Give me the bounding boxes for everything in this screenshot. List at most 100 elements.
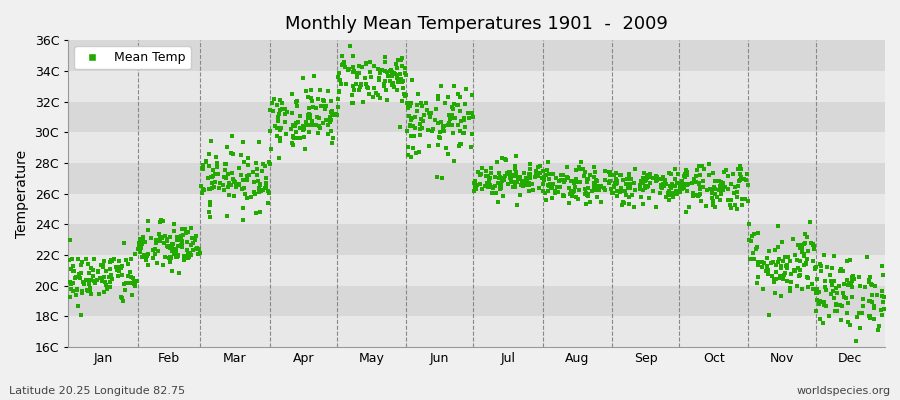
Point xyxy=(378,78,392,84)
Point xyxy=(232,182,247,188)
Point xyxy=(395,78,410,84)
Point xyxy=(622,184,636,190)
Point xyxy=(217,174,231,180)
Point xyxy=(771,256,786,262)
Point xyxy=(137,252,151,258)
Point xyxy=(165,240,179,247)
Point xyxy=(585,188,599,194)
Point xyxy=(657,183,671,189)
Point xyxy=(403,122,418,128)
Point xyxy=(390,72,404,78)
Point xyxy=(707,186,722,192)
Point xyxy=(390,75,404,81)
Point xyxy=(205,173,220,180)
Point xyxy=(202,163,216,170)
Point xyxy=(133,236,148,242)
Point xyxy=(323,116,338,123)
Point xyxy=(536,168,551,174)
Point xyxy=(211,171,225,177)
Point xyxy=(841,282,855,288)
Bar xyxy=(68,71,885,102)
Point xyxy=(450,102,464,108)
Point xyxy=(613,172,627,178)
Point xyxy=(691,193,706,199)
Point xyxy=(760,263,774,269)
Point xyxy=(863,280,878,287)
Point xyxy=(679,209,693,216)
Point xyxy=(346,82,360,89)
Point xyxy=(160,238,175,244)
Point xyxy=(136,236,150,243)
Point xyxy=(95,264,110,270)
Point xyxy=(234,172,248,178)
Point xyxy=(135,241,149,248)
Point xyxy=(499,156,513,162)
Point xyxy=(259,181,274,188)
Point xyxy=(290,103,304,109)
Point xyxy=(181,254,195,261)
Point xyxy=(659,194,673,200)
Point xyxy=(852,283,867,289)
Point xyxy=(713,184,727,191)
Point xyxy=(614,185,628,192)
Point xyxy=(827,308,842,315)
Point xyxy=(680,182,694,188)
Point xyxy=(389,60,403,67)
Point xyxy=(435,118,449,125)
Point xyxy=(414,100,428,106)
Point xyxy=(504,179,518,185)
Point xyxy=(377,81,392,87)
Point xyxy=(730,193,744,200)
Point xyxy=(796,286,810,292)
Point xyxy=(840,310,854,317)
Point xyxy=(156,262,170,268)
Point xyxy=(870,292,885,298)
Point xyxy=(334,80,348,87)
Bar xyxy=(68,40,885,71)
Point xyxy=(868,303,882,309)
Point xyxy=(318,106,332,112)
Point xyxy=(755,259,770,266)
Point xyxy=(810,285,824,292)
Point xyxy=(453,140,467,147)
Point xyxy=(777,272,791,278)
Point xyxy=(876,272,890,278)
Point xyxy=(310,114,324,121)
Point xyxy=(259,180,274,186)
Point xyxy=(787,267,801,273)
Point xyxy=(87,278,102,284)
Point xyxy=(639,177,653,183)
Point xyxy=(825,282,840,288)
Point xyxy=(241,155,256,162)
Point xyxy=(689,167,704,173)
Point xyxy=(367,62,382,69)
Point xyxy=(633,186,647,192)
Point xyxy=(206,184,220,191)
Point xyxy=(329,112,344,118)
Point xyxy=(171,252,185,258)
Point xyxy=(74,270,88,276)
Point xyxy=(462,115,476,121)
Point xyxy=(572,186,586,193)
Point xyxy=(80,260,94,267)
Point xyxy=(872,323,886,329)
Point xyxy=(438,100,453,106)
Point xyxy=(443,113,457,119)
Point xyxy=(808,266,823,272)
Point xyxy=(724,181,738,187)
Point xyxy=(335,61,349,68)
Point xyxy=(304,118,319,124)
Point xyxy=(401,105,416,112)
Point xyxy=(871,326,886,333)
Point xyxy=(373,70,387,76)
Point xyxy=(140,251,154,258)
Point xyxy=(507,184,521,190)
Point xyxy=(309,104,323,111)
Point xyxy=(133,242,148,248)
Point xyxy=(119,280,133,286)
Point xyxy=(479,173,493,179)
Point xyxy=(638,184,652,191)
Point xyxy=(312,123,327,130)
Point xyxy=(114,272,129,278)
Point xyxy=(313,102,328,109)
